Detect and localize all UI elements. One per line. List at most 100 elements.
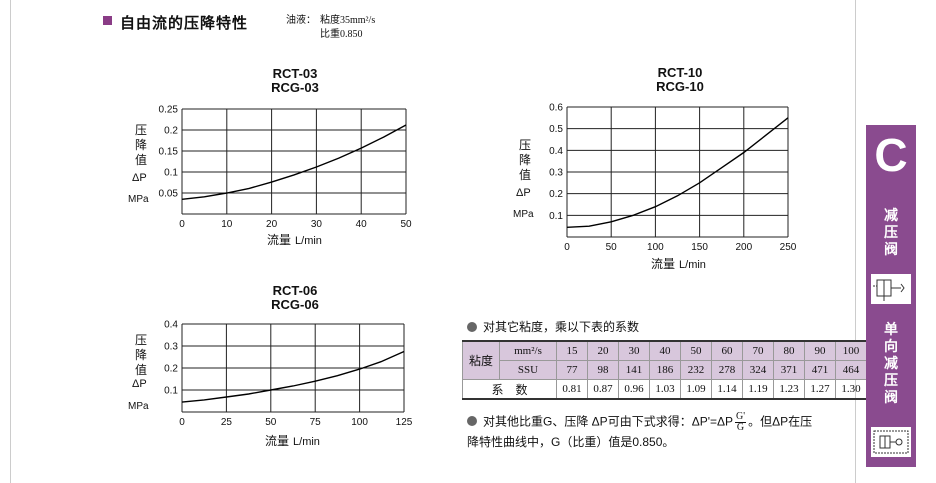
table-cell: 1.09 (680, 379, 712, 400)
check-reducing-valve-symbol-icon (871, 427, 911, 457)
table-cell: 90 (804, 340, 836, 361)
table-cell: 1.14 (711, 379, 743, 400)
oil-label: 油液： (286, 15, 316, 26)
table-cell: 100 (835, 340, 867, 361)
table-cell: 80 (773, 340, 805, 361)
table-row: 粘度 mm²/s 15 20 30 40 50 60 70 80 90 100 (462, 340, 867, 380)
oil-gravity: 比重0.850 (320, 29, 363, 40)
x-tick-label: 200 (735, 242, 752, 253)
x-tick-label: 20 (266, 219, 278, 230)
y-tick-label: 0.3 (164, 342, 178, 353)
table-unit-cell: mm²/s (499, 340, 557, 361)
x-tick-label: 100 (647, 242, 664, 253)
series-line (566, 117, 789, 228)
oil-conditions: 油液： 粘度35mm²/s 比重0.850 (286, 14, 375, 42)
y-axis-unit: MPa (128, 401, 149, 412)
y-tick-label: 0.2 (164, 364, 178, 375)
y-tick-label: 0.4 (549, 146, 563, 157)
formula-line2: 降特性曲线中，G（比重）值是0.850。 (467, 435, 675, 449)
table-cell: 1.23 (773, 379, 805, 400)
table-cell: 324 (742, 360, 774, 380)
chart-title: RCT-03 RCG-03 (271, 66, 319, 95)
x-tick-label: 0 (179, 219, 185, 230)
y-axis-symbol: ΔP (132, 172, 147, 184)
y-tick-label: 0.1 (549, 211, 563, 222)
y-axis-unit: MPa (513, 209, 534, 220)
chart-title: RCT-10 RCG-10 (656, 65, 704, 94)
table-cell: 278 (711, 360, 743, 380)
chart-rct-06: RCT-06 RCG-06 压降值 ΔP MPa 流量 L/min 0 25 50 75 1… (0, 0, 413, 449)
y-tick-label: 0.05 (159, 189, 179, 200)
right-border (855, 0, 856, 483)
viscosity-table: 粘度 mm²/s 15 20 30 40 50 60 70 80 90 100 … (462, 340, 867, 400)
x-tick-label: 50 (400, 219, 412, 230)
y-tick-label: 0.25 (159, 105, 179, 116)
category-label: 减压阀 (884, 207, 898, 257)
series-line (181, 124, 407, 200)
x-tick-label: 10 (221, 219, 233, 230)
table-cell: 471 (804, 360, 836, 380)
chart-rct-10: RCT-10 RCG-10 压降值 ΔP MPa 流量 L/min 0 50 100 15… (0, 0, 797, 272)
oil-viscosity: 粘度35mm²/s (320, 15, 376, 26)
series-line (181, 350, 405, 403)
y-tick-label: 0.2 (164, 126, 178, 137)
y-tick-label: 0.15 (159, 147, 179, 158)
reducing-valve-symbol-icon (871, 274, 911, 304)
x-tick-label: 30 (311, 219, 323, 230)
table-cell: 1.03 (649, 379, 681, 400)
x-tick-label: 0 (564, 242, 570, 253)
table-cell: 15 (556, 340, 588, 361)
table-cell: 186 (649, 360, 681, 380)
table-cell: 98 (587, 360, 619, 380)
table-cell: 232 (680, 360, 712, 380)
viscosity-note: 对其它粘度，乘以下表的系数 (467, 318, 639, 335)
x-tick-label: 25 (221, 417, 233, 428)
x-tick-label: 150 (691, 242, 708, 253)
y-axis-label: 压降值 (134, 333, 147, 377)
category-label-2: 单向减压阀 (884, 321, 898, 405)
section-letter: C (874, 129, 908, 181)
table-cell: 1.19 (742, 379, 774, 400)
section-header: 自由流的压降特性 (103, 12, 248, 33)
y-tick-label: 0.6 (549, 103, 563, 114)
table-cell: 0.87 (587, 379, 619, 400)
table-unit-cell: SSU (499, 360, 557, 380)
chart-title: RCT-06 RCG-06 (271, 283, 319, 312)
x-tick-label: 75 (310, 417, 322, 428)
table-cell: 0.96 (618, 379, 650, 400)
y-tick-label: 0.2 (549, 189, 563, 200)
gravity-formula-note: 对其他比重G、压降 ΔP可由下式求得：ΔP'=ΔP G' G 。但ΔP在压 降特性曲线… (467, 411, 813, 449)
x-axis-label: 流量 L/min (265, 434, 320, 448)
table-header-cell: 粘度 (462, 340, 500, 380)
bullet-icon (467, 321, 477, 332)
table-cell: 1.27 (804, 379, 836, 400)
y-tick-label: 0.1 (164, 168, 178, 179)
y-axis-symbol: ΔP (516, 187, 531, 199)
bullet-icon (467, 415, 477, 426)
coef-label-cell: 系 数 (462, 379, 557, 400)
y-axis-label: 压降值 (134, 123, 147, 167)
table-row: 系 数 0.81 0.87 0.96 1.03 1.09 1.14 1.19 1… (462, 379, 867, 400)
table-cell: 70 (742, 340, 774, 361)
section-tab: C 减压阀 单向减压阀 (866, 125, 916, 467)
section-title: 自由流的压降特性 (120, 15, 249, 32)
y-tick-label: 0.5 (549, 124, 563, 135)
left-border (10, 0, 11, 483)
table-cell: 464 (835, 360, 867, 380)
x-tick-label: 100 (351, 417, 368, 428)
y-tick-label: 0.1 (164, 386, 178, 397)
table-cell: 20 (587, 340, 619, 361)
table-row: SSU 77 98 141 186 232 278 324 371 471 46… (462, 360, 867, 380)
y-tick-label: 0.3 (549, 168, 563, 179)
x-tick-label: 125 (396, 417, 413, 428)
x-tick-label: 50 (265, 417, 277, 428)
chart-rct-03: RCT-03 RCG-03 压降值 ΔP MPa 流量 L/min 0 10 20 30 4… (0, 0, 412, 248)
table-cell: 141 (618, 360, 650, 380)
table-cell: 30 (618, 340, 650, 361)
x-tick-label: 0 (179, 417, 185, 428)
table-cell: 0.81 (556, 379, 588, 400)
table-cell: 371 (773, 360, 805, 380)
square-bullet-icon (103, 16, 112, 25)
